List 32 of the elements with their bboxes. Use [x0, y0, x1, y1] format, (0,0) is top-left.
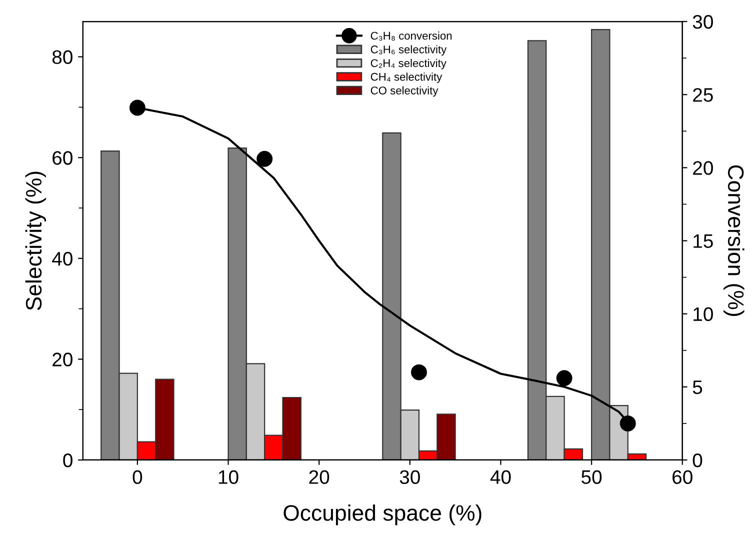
x-tick-label: 10 [218, 470, 238, 484]
x-tick-label: 0 [132, 470, 142, 484]
legend-label: C₃H₈ conversion [370, 32, 452, 41]
point [556, 370, 572, 386]
y2-tick-label: 5 [692, 380, 702, 394]
x-tick-label: 30 [400, 470, 420, 484]
y-tick-label: 60 [52, 151, 72, 165]
x-tick-label: 40 [490, 470, 511, 484]
legend-label: C₃H₆ selectivity [370, 45, 447, 56]
point [129, 100, 146, 116]
y2-tick-label: 15 [694, 234, 713, 248]
legend-label: CO selectivity [370, 86, 438, 97]
y2-tick-label: 10 [694, 307, 713, 322]
point [620, 415, 636, 432]
point [256, 150, 273, 167]
y-axis-title: Selectivity (%) [25, 172, 46, 310]
y-tick-label: 0 [63, 453, 72, 468]
legend-label: C₂H₄ selectivity [370, 58, 446, 70]
legend-label: CH₄ selectivity [370, 72, 442, 83]
y-tick-label: 40 [52, 252, 72, 266]
x-tick-label: 50 [582, 470, 602, 484]
y-tick-label: 20 [52, 352, 72, 366]
y-tick-label: 80 [52, 50, 72, 64]
y2-tick-label: 20 [693, 161, 713, 175]
x-tick-label: 60 [672, 470, 692, 484]
y2-axis-title: Conversion (%) [724, 165, 744, 316]
x-axis-title: Occupied space (%) [284, 504, 482, 526]
x-tick-label: 20 [309, 470, 330, 484]
y2-tick-label: 0 [692, 453, 702, 468]
point [411, 364, 427, 380]
y2-tick-label: 30 [692, 14, 713, 29]
y2-tick-label: 25 [693, 88, 713, 102]
